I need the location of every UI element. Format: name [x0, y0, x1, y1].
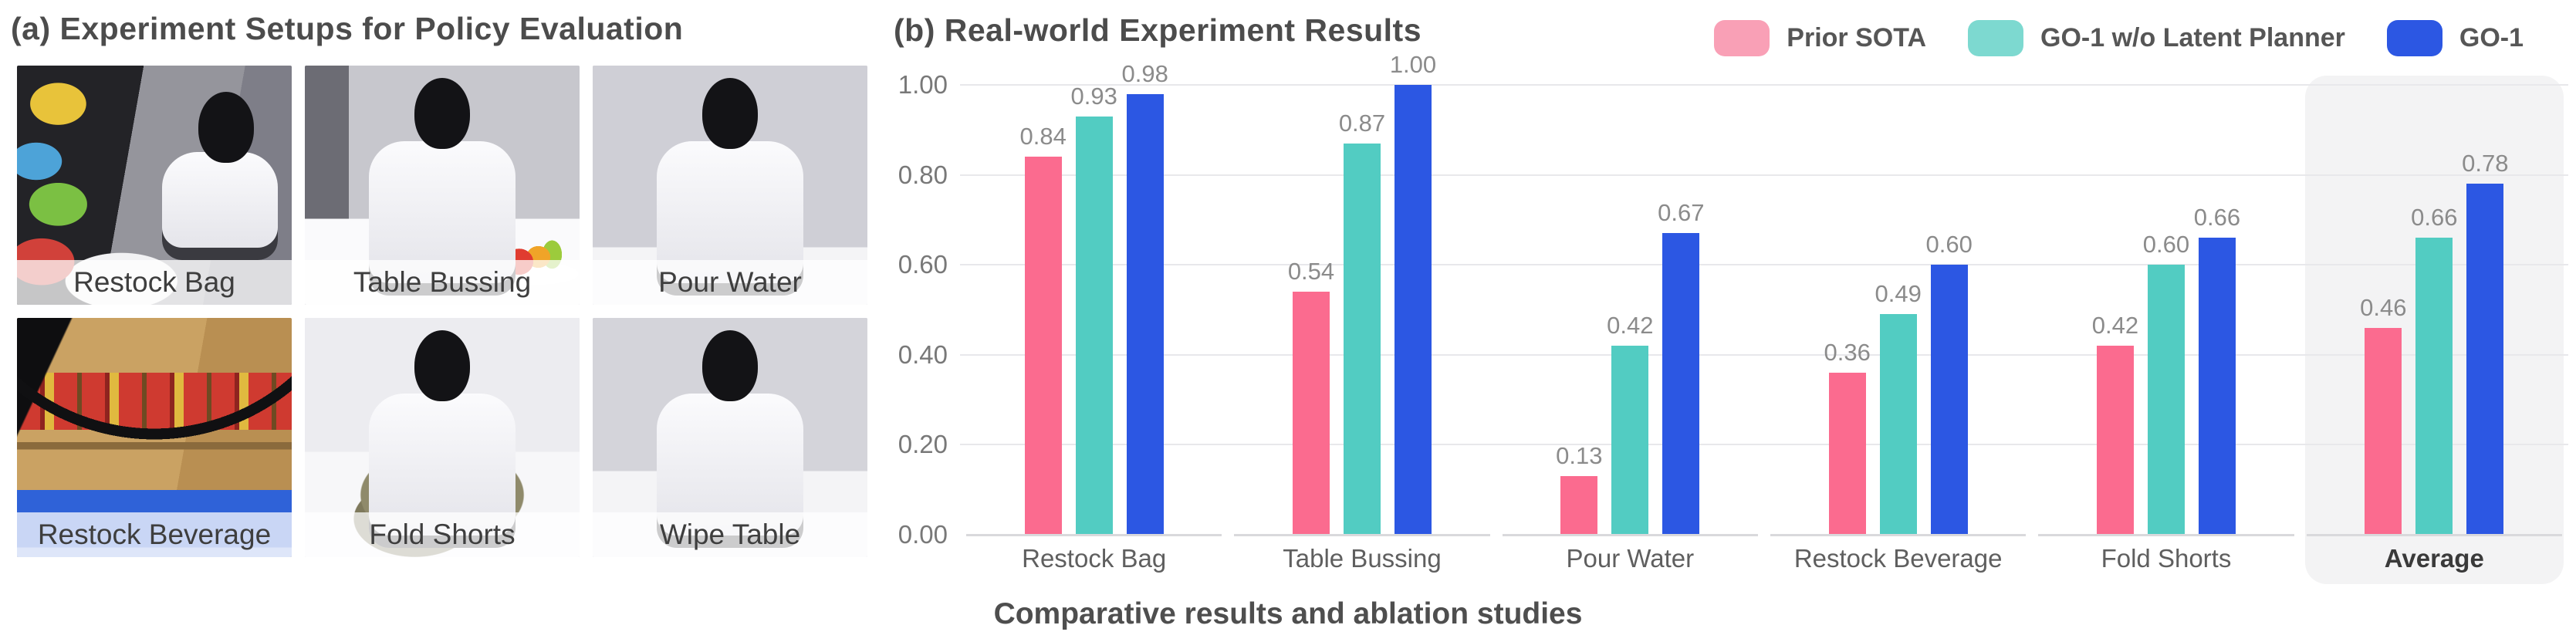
x-axis-category-label: Table Bussing — [1283, 544, 1442, 573]
chart-legend: Prior SOTA GO-1 w/o Latent Planner GO-1 — [1714, 20, 2524, 56]
bar: 0.60 — [1925, 231, 1973, 535]
panel-experiment-setups: (a) Experiment Setups for Policy Evaluat… — [11, 11, 874, 557]
gridline — [960, 444, 2568, 446]
y-tick-label: 1.00 — [898, 70, 948, 99]
bar: 0.93 — [1070, 83, 1117, 535]
bar-value-label: 0.78 — [2462, 150, 2509, 177]
x-axis-category-label: Average — [2384, 544, 2484, 573]
photo-label: Wipe Table — [593, 512, 867, 557]
photo-label: Restock Bag — [17, 260, 292, 305]
bar: 0.67 — [1658, 199, 1704, 535]
bar: 0.49 — [1875, 280, 1922, 535]
bar-value-label: 0.60 — [2142, 231, 2190, 258]
bar-group: 0.13 0.42 0.67 Pour Water — [1496, 85, 1764, 573]
bar-value-label: 1.00 — [1389, 51, 1437, 78]
gridline — [960, 264, 2568, 266]
bar-value-label: 0.60 — [1925, 231, 1973, 258]
bar-value-label: 0.66 — [2193, 204, 2241, 231]
gridline — [960, 353, 2568, 356]
bar: 0.87 — [1339, 110, 1385, 535]
bar-value-label: 0.36 — [1824, 339, 1871, 367]
bar-value-label: 0.67 — [1658, 199, 1705, 227]
bar-value-label: 0.84 — [1019, 123, 1067, 150]
bar-value-label: 0.98 — [1121, 59, 1168, 87]
bar: 0.36 — [1824, 339, 1871, 535]
legend-label: GO-1 — [2459, 23, 2524, 52]
bar: 0.66 — [2411, 204, 2457, 535]
gridline — [960, 174, 2568, 176]
legend-label: GO-1 w/o Latent Planner — [2040, 23, 2345, 52]
bar-value-label: 0.93 — [1070, 82, 1117, 110]
plot-area: 0.84 0.93 0.98 Restock Bag 0.54 0.87 1.00 Table… — [960, 51, 2568, 584]
experiment-photo: Restock Bag — [17, 66, 292, 305]
photo-label: Pour Water — [593, 260, 867, 305]
photo-label: Fold Shorts — [305, 512, 580, 557]
bar: 0.98 — [1121, 60, 1168, 535]
legend-label: Prior SOTA — [1787, 23, 1927, 52]
photo-label: Restock Beverage — [17, 512, 292, 557]
bar-group: 0.46 0.66 0.78 Average — [2300, 85, 2568, 573]
y-tick-label: 0.00 — [898, 520, 948, 549]
bar-value-label: 0.13 — [1556, 442, 1603, 470]
gridline — [960, 84, 2568, 86]
bar-value-label: 0.66 — [2411, 204, 2458, 231]
bar: 0.13 — [1556, 442, 1602, 535]
bar-value-label: 0.46 — [2360, 293, 2407, 321]
experiment-photo: Fold Shorts — [305, 318, 580, 557]
bar: 0.46 — [2360, 294, 2406, 535]
photo-label: Table Bussing — [305, 260, 580, 305]
bar-group: 0.84 0.93 0.98 Restock Bag — [960, 60, 1228, 573]
bar-group: 0.36 0.49 0.60 Restock Beverage — [1764, 85, 2032, 573]
x-axis-category-label: Pour Water — [1566, 544, 1695, 573]
bar-group: 0.42 0.60 0.66 Fold Shorts — [2032, 85, 2300, 573]
bar-group: 0.54 0.87 1.00 Table Bussing — [1228, 51, 1496, 573]
bar: 1.00 — [1390, 51, 1436, 535]
x-axis-category-label: Restock Beverage — [1793, 544, 2003, 573]
panel-a-title: (a) Experiment Setups for Policy Evaluat… — [11, 11, 684, 46]
legend-swatch — [1714, 20, 1770, 56]
bar: 0.42 — [1607, 312, 1653, 535]
legend-item: Prior SOTA — [1714, 20, 1926, 56]
bar-value-label: 0.42 — [1607, 312, 1654, 340]
bar-value-label: 0.49 — [1875, 280, 1922, 308]
experiment-photo: Pour Water — [593, 66, 867, 305]
bar: 0.78 — [2462, 150, 2508, 535]
y-tick-label: 0.20 — [898, 430, 948, 459]
experiment-photo: Restock Beverage — [17, 318, 292, 557]
y-tick-label: 0.60 — [898, 250, 948, 279]
y-tick-label: 0.80 — [898, 160, 948, 189]
bar: 0.66 — [2194, 204, 2240, 535]
legend-swatch — [2386, 20, 2442, 56]
y-tick-label: 0.40 — [898, 340, 948, 369]
bar-value-label: 0.87 — [1338, 109, 1386, 137]
x-axis-category-label: Restock Bag — [1022, 544, 1167, 573]
photo-grid: Restock Bag Table Bussing Pour Water Res… — [17, 66, 874, 557]
panel-b-title: (b) Real-world Experiment Results — [894, 12, 1422, 48]
bar-value-label: 0.54 — [1287, 258, 1335, 286]
bar-chart: 0.00 0.20 0.40 0.60 0.80 1.00 0.84 0.93 0.98 Res… — [886, 51, 2568, 584]
experiment-photo: Wipe Table — [593, 318, 867, 557]
x-axis-category-label: Fold Shorts — [2101, 544, 2232, 573]
chart-header: (b) Real-world Experiment Results Prior … — [886, 0, 2568, 85]
y-axis: 0.00 0.20 0.40 0.60 0.80 1.00 — [886, 70, 960, 549]
legend-item: GO-1 w/o Latent Planner — [1968, 20, 2345, 56]
bar: 0.54 — [1288, 258, 1334, 535]
bar-value-label: 0.42 — [2091, 312, 2139, 340]
figure-caption: Comparative results and ablation studies — [993, 597, 1583, 630]
bar: 0.60 — [2143, 231, 2189, 535]
legend-swatch — [1968, 20, 2024, 56]
legend-item: GO-1 — [2386, 20, 2524, 56]
bar: 0.42 — [2092, 312, 2138, 535]
bar: 0.84 — [1019, 123, 1067, 535]
bar-groups: 0.84 0.93 0.98 Restock Bag 0.54 0.87 1.00 Table… — [960, 51, 2568, 573]
experiment-photo: Table Bussing — [305, 66, 580, 305]
panel-results: (b) Real-world Experiment Results Prior … — [886, 0, 2568, 586]
